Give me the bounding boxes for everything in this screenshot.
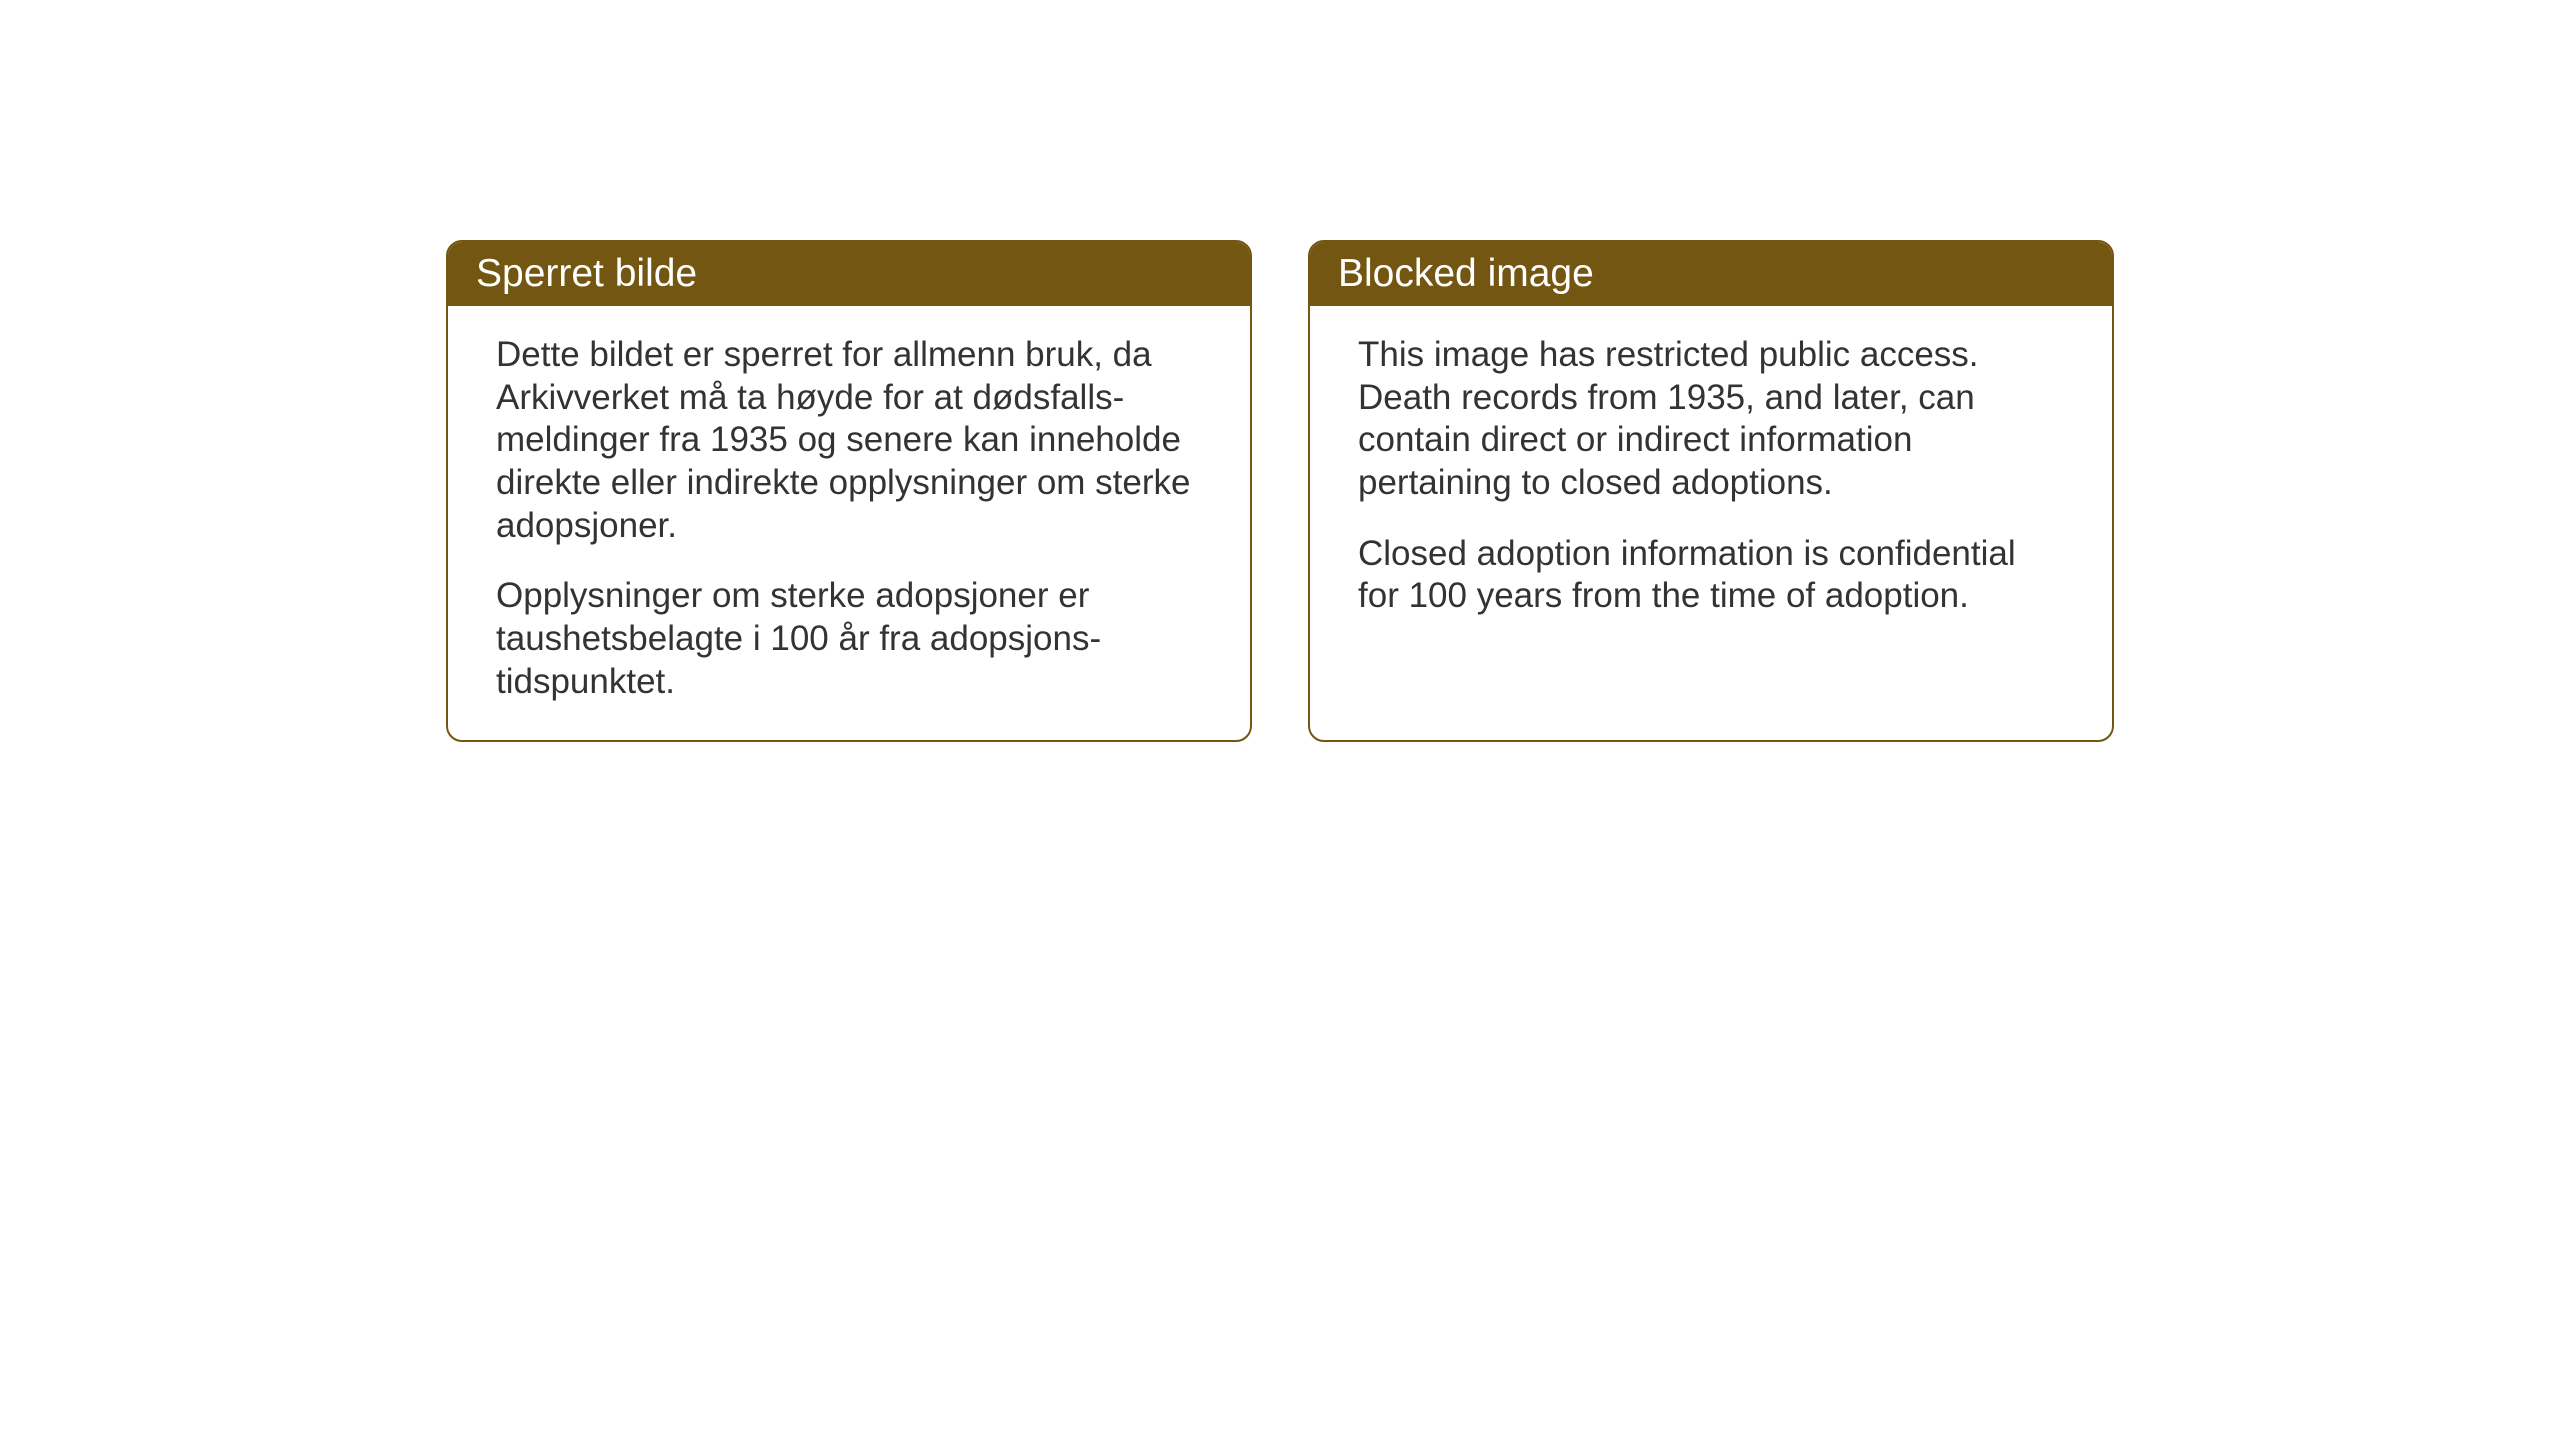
card-paragraph-1-english: This image has restricted public access.… [1358, 334, 2064, 505]
cards-container: Sperret bilde Dette bildet er sperret fo… [446, 240, 2114, 742]
card-title-norwegian: Sperret bilde [476, 252, 697, 295]
card-body-english: This image has restricted public access.… [1310, 306, 2112, 654]
card-paragraph-1-norwegian: Dette bildet er sperret for allmenn bruk… [496, 334, 1202, 547]
card-header-norwegian: Sperret bilde [448, 242, 1250, 306]
card-header-english: Blocked image [1310, 242, 2112, 306]
card-english: Blocked image This image has restricted … [1308, 240, 2114, 742]
card-body-norwegian: Dette bildet er sperret for allmenn bruk… [448, 306, 1250, 740]
card-norwegian: Sperret bilde Dette bildet er sperret fo… [446, 240, 1252, 742]
card-paragraph-2-english: Closed adoption information is confident… [1358, 533, 2064, 618]
card-paragraph-2-norwegian: Opplysninger om sterke adopsjoner er tau… [496, 575, 1202, 703]
card-title-english: Blocked image [1338, 252, 1594, 295]
